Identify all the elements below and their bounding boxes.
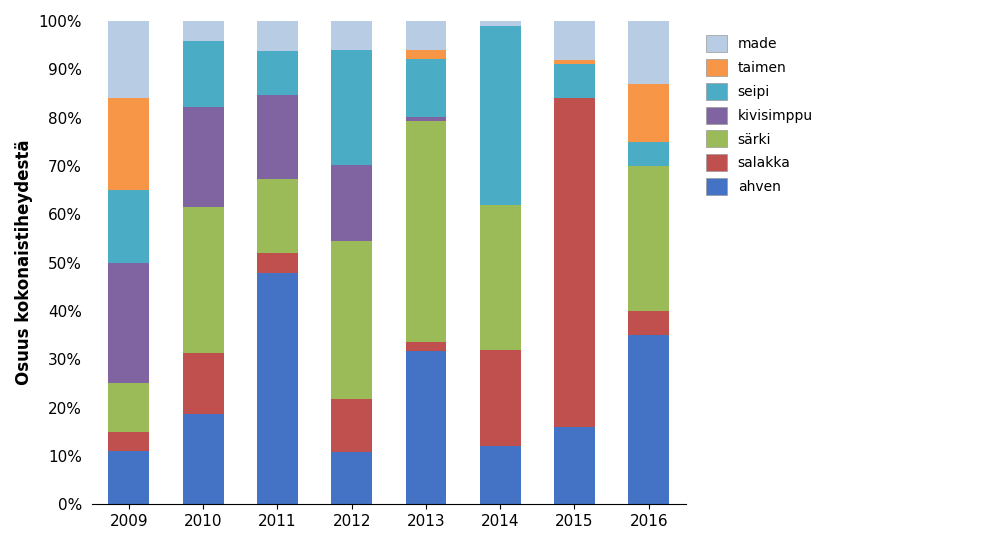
Y-axis label: Osuus kokonaistiheydestä: Osuus kokonaistiheydestä bbox=[15, 140, 33, 385]
Bar bbox=[183, 21, 223, 41]
Legend: made, taimen, seipi, kivisimppu, särki, salakka, ahven: made, taimen, seipi, kivisimppu, särki, … bbox=[699, 28, 820, 202]
Bar bbox=[554, 21, 595, 60]
Bar bbox=[405, 117, 447, 121]
Bar bbox=[554, 60, 595, 65]
Bar bbox=[480, 26, 521, 205]
Bar bbox=[480, 205, 521, 350]
Bar bbox=[257, 179, 298, 253]
Bar bbox=[405, 21, 447, 50]
Bar bbox=[108, 190, 150, 263]
Bar bbox=[108, 451, 150, 504]
Bar bbox=[405, 342, 447, 351]
Bar bbox=[629, 335, 669, 504]
Bar bbox=[332, 241, 372, 399]
Bar bbox=[405, 351, 447, 504]
Bar bbox=[257, 273, 298, 504]
Bar bbox=[183, 413, 223, 504]
Bar bbox=[257, 95, 298, 179]
Bar bbox=[183, 353, 223, 413]
Bar bbox=[108, 98, 150, 190]
Bar bbox=[108, 384, 150, 432]
Bar bbox=[554, 65, 595, 98]
Bar bbox=[554, 427, 595, 504]
Bar bbox=[405, 121, 447, 342]
Bar bbox=[480, 350, 521, 446]
Bar bbox=[183, 41, 223, 107]
Bar bbox=[108, 21, 150, 98]
Bar bbox=[480, 446, 521, 504]
Bar bbox=[108, 263, 150, 384]
Bar bbox=[629, 166, 669, 311]
Bar bbox=[405, 50, 447, 59]
Bar bbox=[629, 84, 669, 142]
Bar bbox=[183, 207, 223, 353]
Bar bbox=[480, 21, 521, 26]
Bar bbox=[257, 21, 298, 51]
Bar bbox=[332, 452, 372, 504]
Bar bbox=[629, 311, 669, 335]
Bar bbox=[332, 50, 372, 164]
Bar bbox=[332, 399, 372, 452]
Bar bbox=[405, 59, 447, 117]
Bar bbox=[183, 107, 223, 207]
Bar bbox=[554, 98, 595, 427]
Bar bbox=[257, 253, 298, 273]
Bar bbox=[332, 21, 372, 50]
Bar bbox=[629, 21, 669, 84]
Bar bbox=[257, 51, 298, 95]
Bar bbox=[332, 164, 372, 241]
Bar bbox=[629, 142, 669, 166]
Bar bbox=[108, 432, 150, 451]
